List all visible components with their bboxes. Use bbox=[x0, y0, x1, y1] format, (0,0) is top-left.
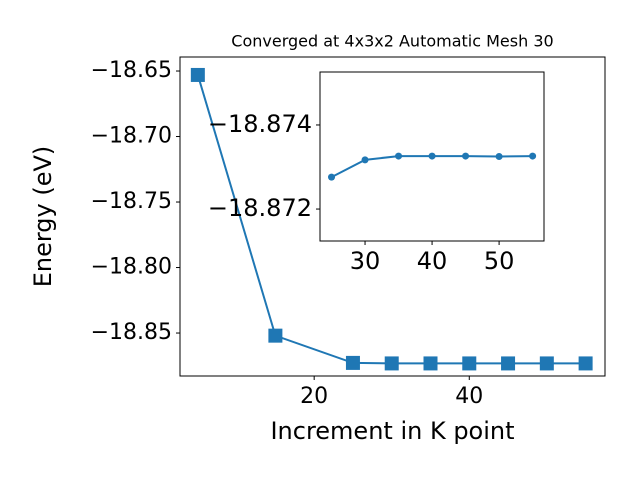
x-axis-label: Increment in K point bbox=[270, 417, 514, 445]
y-tick-label: −18.65 bbox=[91, 58, 172, 83]
y-tick-label: −18.872 bbox=[208, 194, 312, 222]
marker bbox=[190, 67, 205, 82]
x-tick-label: 50 bbox=[484, 247, 515, 275]
x-tick-label: 40 bbox=[417, 247, 448, 275]
marker bbox=[328, 173, 336, 181]
y-axis-label: Energy (eV) bbox=[29, 146, 57, 288]
chart-title: Converged at 4x3x2 Automatic Mesh 30 bbox=[231, 32, 553, 51]
axes-frame bbox=[179, 56, 606, 377]
marker bbox=[428, 152, 436, 160]
x-tick-label: 30 bbox=[350, 247, 381, 275]
marker bbox=[268, 328, 283, 343]
marker bbox=[361, 156, 369, 164]
marker bbox=[423, 356, 438, 371]
y-tick-label: −18.874 bbox=[208, 110, 312, 138]
marker bbox=[501, 356, 516, 371]
marker bbox=[578, 356, 593, 371]
marker bbox=[495, 153, 503, 160]
y-tick-label: −18.85 bbox=[91, 320, 172, 345]
marker bbox=[345, 355, 360, 370]
marker bbox=[384, 356, 399, 371]
y-tick-label: −18.70 bbox=[91, 124, 172, 149]
marker bbox=[462, 356, 477, 371]
marker bbox=[529, 152, 537, 160]
marker bbox=[462, 152, 470, 160]
marker bbox=[539, 356, 554, 371]
y-tick-label: −18.80 bbox=[91, 255, 172, 280]
marker bbox=[395, 152, 403, 160]
x-tick-label: 40 bbox=[455, 384, 483, 409]
x-tick-label: 20 bbox=[300, 384, 328, 409]
y-tick-label: −18.75 bbox=[91, 189, 172, 214]
